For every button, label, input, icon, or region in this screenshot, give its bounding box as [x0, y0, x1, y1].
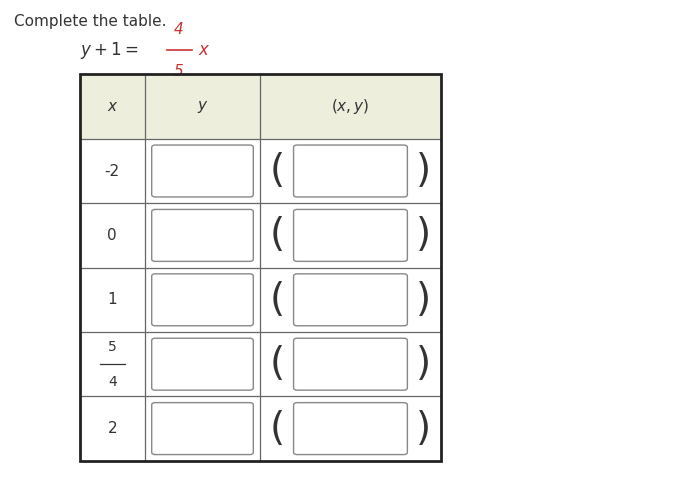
- FancyBboxPatch shape: [152, 145, 253, 197]
- FancyBboxPatch shape: [294, 403, 407, 455]
- FancyBboxPatch shape: [294, 338, 407, 390]
- FancyBboxPatch shape: [294, 145, 407, 197]
- Text: 2: 2: [108, 421, 117, 436]
- Text: $(x, y)$: $(x, y)$: [331, 97, 370, 116]
- Text: ): ): [416, 152, 431, 190]
- FancyBboxPatch shape: [152, 338, 253, 390]
- Text: (: (: [270, 216, 285, 254]
- Text: $y + 1 = $: $y + 1 = $: [80, 40, 138, 61]
- Text: $y$: $y$: [196, 98, 208, 115]
- Text: $x$: $x$: [198, 41, 211, 60]
- Text: 4: 4: [174, 22, 184, 37]
- Text: 5: 5: [174, 64, 184, 79]
- FancyBboxPatch shape: [152, 274, 253, 326]
- Text: ): ): [416, 216, 431, 254]
- Text: 1: 1: [108, 292, 117, 307]
- FancyBboxPatch shape: [152, 403, 253, 455]
- Text: 5: 5: [108, 340, 117, 354]
- Text: 0: 0: [108, 228, 117, 243]
- FancyBboxPatch shape: [294, 274, 407, 326]
- Text: ): ): [416, 281, 431, 319]
- Text: $x$: $x$: [106, 99, 118, 114]
- Text: ): ): [416, 409, 431, 447]
- Bar: [80, 74, 441, 139]
- Text: (: (: [270, 345, 285, 383]
- Text: 4: 4: [108, 375, 117, 389]
- Text: (: (: [270, 281, 285, 319]
- Bar: [80, 74, 441, 461]
- Text: (: (: [270, 152, 285, 190]
- FancyBboxPatch shape: [152, 209, 253, 261]
- Text: Complete the table.: Complete the table.: [14, 14, 167, 29]
- Text: -2: -2: [105, 164, 120, 179]
- Text: ): ): [416, 345, 431, 383]
- FancyBboxPatch shape: [294, 209, 407, 261]
- Text: (: (: [270, 409, 285, 447]
